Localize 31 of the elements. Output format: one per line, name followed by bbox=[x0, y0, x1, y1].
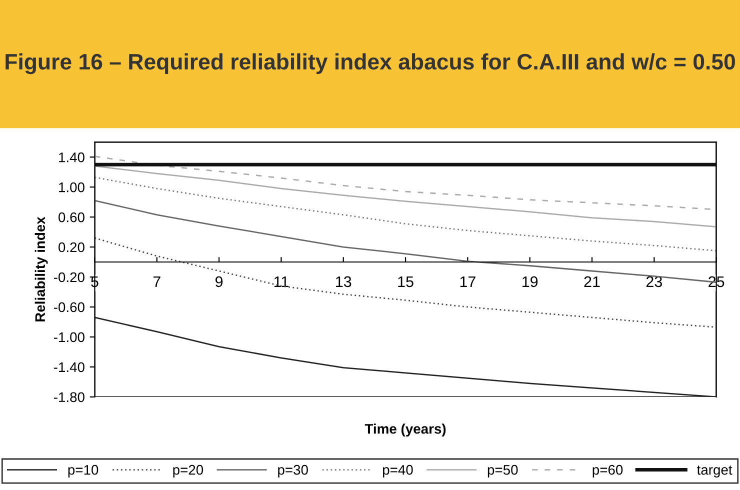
y-tick-label: -1.80 bbox=[54, 392, 84, 402]
legend-label: p=60 bbox=[592, 464, 623, 478]
x-tick-label: 13 bbox=[336, 276, 352, 288]
legend-label: p=30 bbox=[278, 464, 308, 478]
x-tick-label: 19 bbox=[522, 276, 538, 288]
x-tick-label: 15 bbox=[398, 276, 414, 288]
legend-label: p=20 bbox=[173, 464, 204, 478]
y-tick-label: 1.00 bbox=[59, 182, 84, 192]
y-tick-label: -0.60 bbox=[54, 302, 84, 312]
x-tick-label: 11 bbox=[274, 276, 288, 287]
y-tick-label: -1.40 bbox=[54, 362, 84, 372]
y-tick-label: 0.20 bbox=[58, 242, 84, 252]
x-tick-label: 23 bbox=[646, 276, 662, 288]
y-tick-label: -1.00 bbox=[54, 332, 84, 342]
x-axis-title: Time (years) bbox=[364, 424, 446, 437]
x-tick-label: 21 bbox=[584, 276, 600, 287]
line-series bbox=[94, 176, 716, 252]
line-series bbox=[94, 165, 716, 228]
legend-label: p=10 bbox=[68, 464, 98, 478]
y-tick-label: -0.20 bbox=[54, 272, 84, 282]
y-tick-label: 1.40 bbox=[59, 152, 84, 162]
legend-label: p=50 bbox=[488, 464, 518, 478]
x-tick-label: 7 bbox=[153, 276, 160, 287]
x-tick-label: 17 bbox=[460, 276, 476, 287]
x-tick-label: 9 bbox=[216, 276, 223, 288]
y-tick-label: 0.60 bbox=[58, 212, 84, 222]
line-series bbox=[94, 316, 716, 397]
chart-title: Figure 16 – Required reliability index abacus for C.A.III and w/c = 0.50 bbox=[6, 53, 735, 74]
y-axis-title: Reliability index bbox=[34, 216, 48, 322]
legend-label: target bbox=[696, 466, 732, 478]
legend-label: p=40 bbox=[383, 464, 413, 478]
